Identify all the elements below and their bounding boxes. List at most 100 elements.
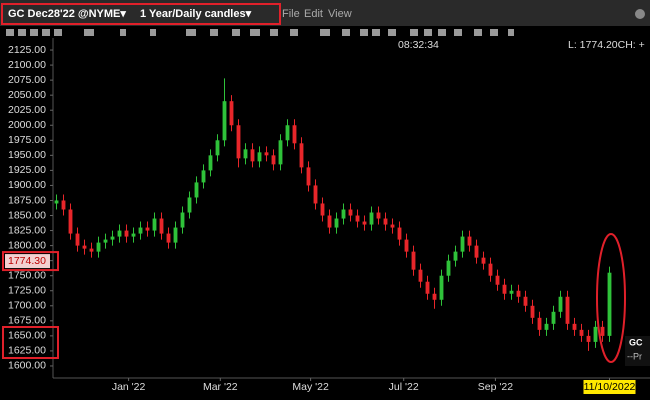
candle-body [243,149,248,159]
y-tick-label: 1700.00 [8,300,46,312]
candle-body [285,125,290,141]
y-tick-label: 1725.00 [8,285,46,297]
x-tick-highlight [583,380,636,394]
y-tick-label: 2025.00 [8,104,46,116]
candle-body [488,263,493,276]
x-tick-label: Mar '22 [203,381,238,393]
candle-body [173,227,178,243]
y-tick-label: 1600.00 [8,360,46,372]
instrument[interactable]: GC Dec28'22 @NYME▾ [8,8,126,20]
x-tick-label: Jul '22 [389,381,419,393]
candle-body [96,242,101,252]
candle-body [600,326,605,336]
candle-body [509,290,514,294]
candle-body [124,230,129,237]
candle-body [481,257,486,264]
candle-body [89,248,94,252]
y-tick-label: 1650.00 [8,330,46,342]
candle-body [355,215,360,222]
candle-body [516,290,521,297]
candle-body [327,215,332,228]
highlight-box [1,3,281,25]
y-tick-label: 1825.00 [8,224,46,236]
candle-body [376,212,381,219]
candle-body [250,149,255,162]
y-tick-label: 2000.00 [8,119,46,131]
time: 08:32:34 [398,39,439,51]
legend-box [625,336,650,366]
toolbar [6,29,514,36]
candle-body [579,329,584,336]
candle-body [299,143,304,168]
candle-body [418,269,423,282]
candle-body [138,227,143,234]
candle-body [537,317,542,330]
y-tick-label: 1900.00 [8,179,46,191]
last-price-label: 1774.30 [8,255,46,267]
candle-body [607,272,612,336]
y-tick-label: 1750.00 [8,269,46,281]
y-tick-label: 2100.00 [8,59,46,71]
y-tick-label: 1625.00 [8,345,46,357]
y-tick-label: 1850.00 [8,209,46,221]
candle-body [523,296,528,306]
menu-item[interactable]: Edit [304,8,323,20]
candle-body [201,170,206,183]
candle-body [208,155,213,171]
candle-body [362,221,367,225]
candle-body [551,311,556,324]
candle-body [257,152,262,162]
candle-body [131,233,136,237]
candle-body [495,275,500,285]
menu-item[interactable]: View [328,8,352,20]
candle-body [180,212,185,228]
candle-body [334,218,339,228]
y-tick-label: 2050.00 [8,89,46,101]
x-tick-label: May '22 [292,381,329,393]
candle-body [453,251,458,261]
annotation-ellipse [596,233,626,363]
candle-body [446,260,451,276]
candle-body [306,167,311,186]
highlight-box [2,326,59,359]
candle-body [383,218,388,225]
candle-body [271,155,276,165]
candle-body [439,275,444,300]
y-tick-label: 2075.00 [8,74,46,86]
candle-body [530,305,535,318]
menu-item[interactable]: File [282,8,300,20]
candle-body [215,140,220,156]
candle-body [397,227,402,240]
candle-body [117,230,122,237]
candle-body [474,245,479,258]
candle-body [390,224,395,228]
candle-body [145,227,150,231]
y-tick-label: 1925.00 [8,164,46,176]
candle-body [166,233,171,243]
y-tick-label: 1975.00 [8,134,46,146]
y-tick-label: 1950.00 [8,149,46,161]
highlight-box [2,251,59,272]
y-tick-label: 1800.00 [8,239,46,251]
candle-body [54,200,59,204]
candle-body [194,182,199,198]
candle-body [572,323,577,330]
candle-body [75,233,80,246]
settings-icon[interactable] [635,9,645,19]
candle-body [110,236,115,240]
candle-body [348,209,353,216]
candle-body [404,239,409,252]
candle-body [152,218,157,231]
candle-body [544,323,549,330]
plot: 1600.00 1625.00 1650.00 1675.00 1700.00 1725.… [2,44,636,394]
y-tick-label: 1675.00 [8,315,46,327]
candle-body [187,197,192,213]
x-tick-label: Jan '22 [112,381,146,393]
period[interactable]: 1 Year/Daily candles▾ [140,8,252,20]
last-price-marker [5,254,50,269]
y-tick-label: 2125.00 [8,44,46,56]
candle-body [593,326,598,342]
legend-item: --Pr [627,351,642,361]
legend-item: GC [629,337,643,347]
